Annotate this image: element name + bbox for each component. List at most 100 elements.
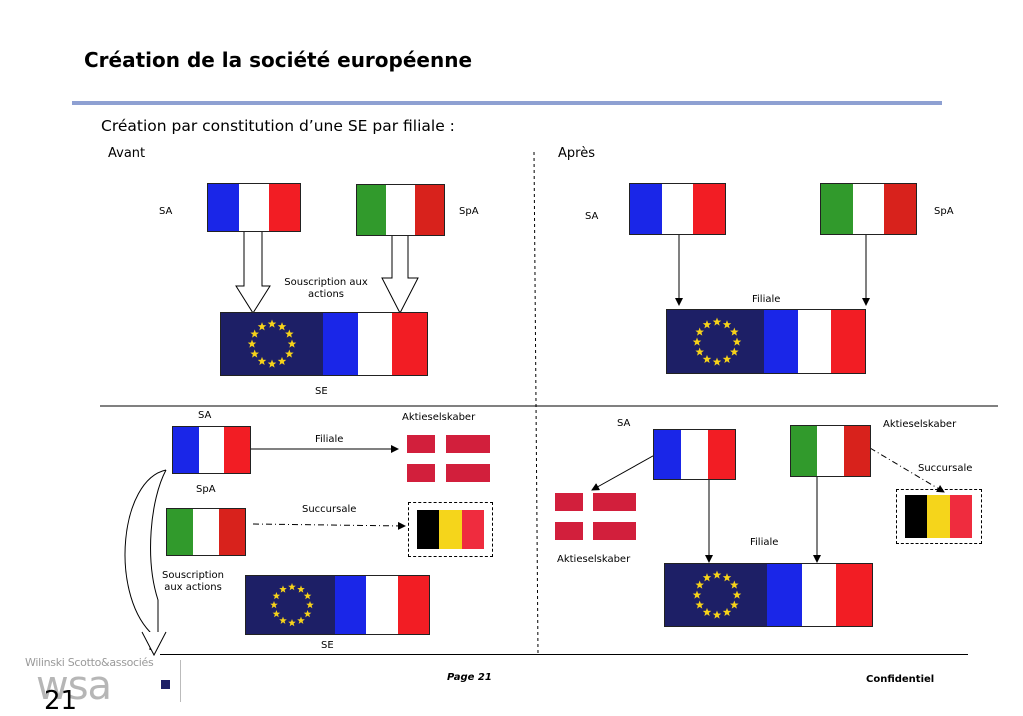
eu-star-icon: [712, 570, 722, 579]
eu-star-icon: [267, 359, 277, 368]
label-aktie-bottom-br: Aktieselskaber: [557, 554, 631, 565]
italy-flag-icon: [790, 425, 871, 477]
curve-arrow-head: [141, 631, 167, 657]
arrow-succursale-right: [869, 447, 945, 493]
arrow-sa-dk: [591, 451, 661, 491]
eu-star-icon: [279, 585, 287, 593]
hollow-arrow-spa: [381, 236, 419, 315]
eu-star-icon: [288, 583, 296, 591]
label-sa: SA: [159, 206, 173, 217]
title-rule: [72, 101, 942, 105]
logo-square-icon: [161, 680, 170, 689]
eu-star-icon: [247, 339, 257, 348]
eu-star-icon: [722, 320, 732, 329]
label-sa-right: SA: [585, 211, 599, 222]
eu-star-icon: [730, 327, 739, 336]
eu-flag-icon: [667, 310, 765, 373]
eu-star-icon: [712, 317, 722, 326]
eu-star-icon: [702, 607, 712, 616]
hollow-arrow-sa: [235, 232, 271, 314]
eu-star-icon: [297, 616, 305, 624]
eu-star-icon: [722, 573, 732, 582]
label-filiale-br: Filiale: [750, 537, 779, 548]
eu-star-icon: [279, 616, 287, 624]
eu-star-icon: [695, 600, 704, 609]
heading-apres: Après: [558, 146, 595, 161]
confidential-label: Confidentiel: [866, 674, 935, 685]
belgium-flag-icon: [905, 495, 972, 538]
eu-star-icon: [702, 320, 712, 329]
eu-flag-icon: [221, 313, 324, 375]
eu-star-icon: [297, 585, 305, 593]
se-flag-icon: [666, 309, 866, 374]
eu-star-icon: [692, 337, 702, 346]
se-flag-icon: [220, 312, 428, 376]
france-flag-icon: [172, 426, 251, 474]
eu-flag-icon: [246, 576, 336, 634]
eu-star-icon: [702, 573, 712, 582]
logo-divider: [180, 660, 181, 702]
page-number: Page 21: [447, 672, 492, 683]
belgium-flag-icon: [417, 510, 484, 549]
eu-star-icon: [303, 592, 312, 600]
curve-bracket-outer: [124, 469, 167, 650]
label-succursale-bl: Succursale: [302, 504, 357, 515]
eu-star-icon: [712, 357, 722, 366]
eu-star-icon: [730, 580, 739, 589]
france-flag-icon: [653, 429, 736, 480]
se-flag-icon: [664, 563, 873, 627]
eu-star-icon: [722, 607, 732, 616]
eu-star-icon: [272, 610, 281, 618]
eu-star-icon: [712, 610, 722, 619]
label-filiale-bl: Filiale: [315, 434, 344, 445]
label-sa-br: SA: [617, 418, 631, 429]
footer-rule: [160, 654, 968, 655]
label-se-bl: SE: [321, 640, 334, 651]
label-aktie-bl: Aktieselskaber: [402, 412, 476, 423]
eu-star-icon: [722, 354, 732, 363]
heading-avant: Avant: [108, 146, 146, 161]
label-souscription-bl: Souscription aux actions: [162, 570, 224, 593]
eu-star-icon: [306, 601, 314, 609]
logo-text: Wilinski Scotto&associés: [25, 656, 154, 669]
france-flag-icon: [207, 183, 301, 232]
eu-star-icon: [277, 322, 287, 331]
logo-wsa: wsa: [36, 663, 112, 709]
eu-star-icon: [285, 329, 294, 338]
label-filiale-top: Filiale: [752, 294, 781, 305]
eu-star-icon: [692, 590, 702, 599]
eu-star-icon: [287, 339, 297, 348]
belgium-flag-box: [408, 502, 493, 557]
eu-star-icon: [250, 329, 259, 338]
label-spa-right: SpA: [934, 206, 954, 217]
slide-number: 21: [44, 686, 78, 716]
curve-bracket-inner: [150, 469, 167, 640]
eu-star-icon: [257, 356, 267, 365]
eu-star-icon: [303, 610, 312, 618]
eu-star-icon: [730, 347, 739, 356]
eu-star-icon: [285, 349, 294, 358]
label-souscription: Souscription aux actions: [284, 277, 368, 300]
denmark-flag-icon: [407, 435, 490, 482]
label-aktie-top-br: Aktieselskaber: [883, 419, 957, 430]
belgium-flag-box: [896, 489, 982, 544]
italy-flag-icon: [356, 184, 445, 236]
label-sa-bl: SA: [198, 410, 212, 421]
denmark-flag-icon: [555, 493, 636, 540]
eu-star-icon: [257, 322, 267, 331]
label-se: SE: [315, 386, 328, 397]
france-flag-icon: [629, 183, 726, 235]
eu-star-icon: [695, 327, 704, 336]
eu-star-icon: [730, 600, 739, 609]
label-succursale-br: Succursale: [918, 463, 973, 474]
eu-star-icon: [277, 356, 287, 365]
eu-flag-icon: [665, 564, 768, 626]
eu-star-icon: [702, 354, 712, 363]
eu-star-icon: [732, 337, 742, 346]
se-flag-icon: [245, 575, 430, 635]
eu-star-icon: [695, 580, 704, 589]
eu-star-icon: [267, 319, 277, 328]
vertical-divider: [533, 151, 539, 655]
eu-star-icon: [732, 590, 742, 599]
